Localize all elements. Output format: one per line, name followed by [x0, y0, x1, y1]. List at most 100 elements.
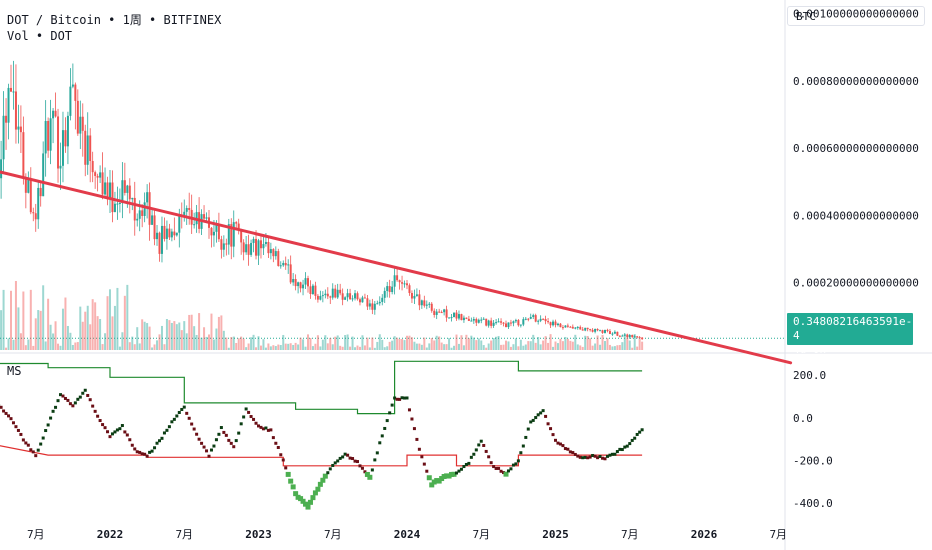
- ms-oscillator-step: [264, 426, 268, 430]
- ms-oscillator-step: [281, 458, 285, 462]
- ms-oscillator-step: [41, 436, 45, 440]
- ms-oscillator-step: [106, 430, 110, 434]
- candle-body: [480, 319, 483, 321]
- volume-bar: [514, 338, 517, 350]
- volume-bar: [230, 337, 233, 350]
- ms-oscillator-step: [524, 435, 528, 439]
- candle-body: [599, 330, 602, 332]
- volume-bar: [326, 343, 329, 350]
- ms-oscillator-step: [425, 469, 429, 473]
- volume-bar: [537, 336, 540, 350]
- ms-oscillator-step: [360, 466, 364, 470]
- candle-body: [576, 326, 579, 328]
- volume-bar: [601, 334, 604, 350]
- ms-oscillator-step: [195, 432, 199, 436]
- candle-body: [448, 317, 451, 319]
- candle-body: [537, 320, 540, 322]
- volume-bar: [487, 343, 490, 350]
- ms-oscillator-step: [36, 448, 40, 452]
- candle-body: [250, 242, 253, 255]
- volume-bar: [576, 344, 579, 350]
- volume-bar: [636, 346, 639, 350]
- ms-oscillator-step: [93, 409, 97, 413]
- ms-oscillator-step: [479, 439, 483, 443]
- ms-oscillator-step: [511, 463, 515, 467]
- volume-bar: [292, 344, 295, 350]
- volume-bar: [480, 340, 483, 350]
- candle-body: [445, 309, 448, 318]
- volume-bar: [524, 344, 527, 350]
- volume-bar: [440, 342, 443, 350]
- candle-body: [262, 244, 265, 249]
- ms-oscillator-step: [494, 466, 498, 470]
- volume-bar: [428, 343, 431, 350]
- volume-bar: [517, 346, 520, 350]
- ms-oscillator-step: [209, 448, 213, 452]
- ms-oscillator-step: [56, 399, 60, 403]
- candle-body: [368, 303, 371, 307]
- ms-oscillator-step: [249, 415, 253, 419]
- ms-oscillator-step: [549, 427, 553, 431]
- time-axis-tick-label: 7月: [621, 528, 639, 541]
- volume-bar: [259, 345, 262, 350]
- volume-bar: [594, 343, 597, 350]
- candle-body: [79, 116, 82, 134]
- volume-bar: [52, 333, 55, 350]
- candle-body: [549, 322, 552, 326]
- volume-bar: [269, 346, 272, 350]
- ms-oscillator-step: [212, 444, 216, 448]
- candle-body: [269, 249, 272, 254]
- currency-unit-label[interactable]: BTC: [787, 6, 925, 26]
- volume-bar: [554, 341, 557, 350]
- volume-bar: [608, 344, 611, 350]
- volume-bar: [274, 346, 277, 350]
- volume-legend[interactable]: Vol • DOT: [7, 29, 73, 43]
- candle-body: [183, 211, 186, 216]
- volume-bar: [552, 346, 555, 350]
- ms-oscillator-step: [417, 447, 421, 451]
- volume-bar: [544, 336, 547, 350]
- ms-upper-band: [0, 360, 643, 415]
- ms-oscillator-step: [145, 454, 149, 458]
- candle-body: [589, 329, 592, 331]
- candle-body: [247, 244, 250, 255]
- candle-body: [274, 251, 277, 257]
- candle-body: [307, 278, 309, 287]
- volume-bar: [57, 343, 60, 350]
- volume-bar: [203, 327, 206, 350]
- candle-body: [64, 130, 67, 147]
- candle-body: [316, 295, 319, 300]
- candle-body: [346, 293, 349, 298]
- ms-oscillator-step: [76, 397, 80, 401]
- candle-body: [294, 279, 297, 287]
- ms-oscillator-step: [554, 438, 557, 442]
- volume-bar: [462, 345, 465, 350]
- candle-body: [527, 318, 530, 320]
- ms-oscillator-step: [172, 417, 176, 421]
- ms-oscillator-step: [175, 414, 179, 418]
- ms-oscillator-step: [14, 425, 18, 429]
- ms-oscillator-step: [378, 441, 382, 445]
- ms-oscillator-step: [115, 428, 119, 432]
- ms-oscillator-step: [44, 429, 48, 433]
- ms-indicator-legend[interactable]: MS: [7, 364, 22, 378]
- volume-bar: [180, 330, 183, 350]
- candle-body: [215, 224, 218, 232]
- candle-body: [354, 293, 357, 299]
- candle-body: [497, 321, 500, 323]
- ms-oscillator-step: [150, 449, 154, 453]
- trendline: [0, 170, 793, 365]
- volume-bar: [445, 344, 448, 350]
- ms-oscillator-step: [499, 469, 503, 473]
- candle-body: [329, 296, 332, 298]
- candle-body: [581, 329, 584, 331]
- candle-body: [477, 319, 480, 323]
- candle-body: [594, 328, 597, 332]
- symbol-title[interactable]: DOT / Bitcoin • 1周 • BITFINEX: [7, 13, 222, 27]
- ms-oscillator-step: [603, 457, 607, 461]
- candle-body: [604, 329, 606, 333]
- volume-bar: [316, 335, 319, 350]
- candle-body: [611, 333, 614, 335]
- volume-bar: [579, 345, 582, 350]
